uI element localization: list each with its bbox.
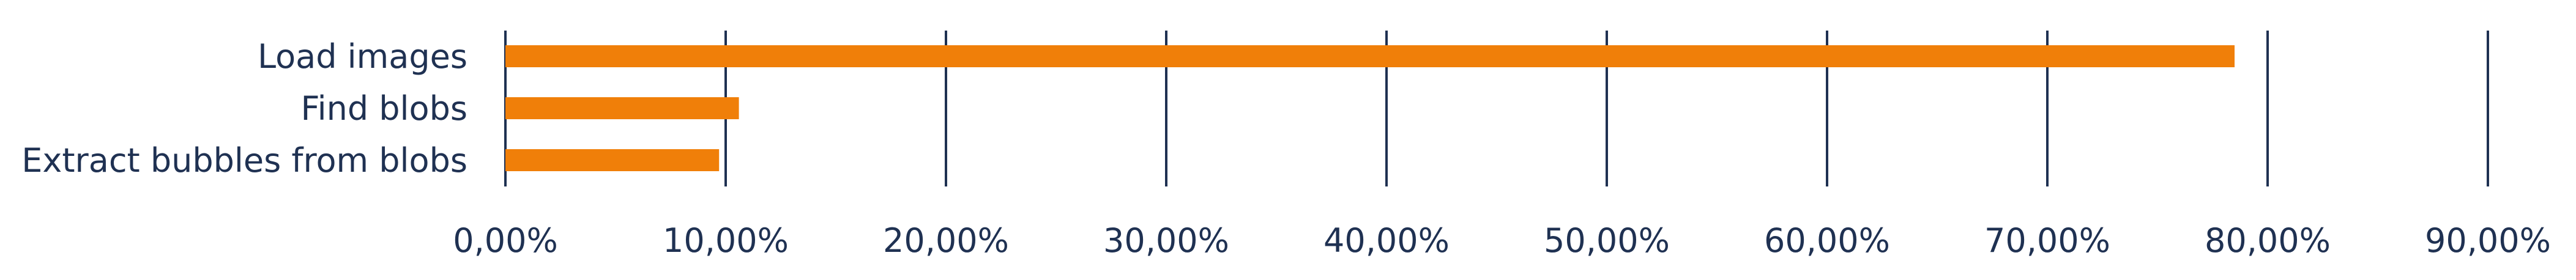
x-tick-label: 40,00% — [1323, 221, 1450, 260]
x-axis-tick-labels: 0,00% 10,00% 20,00% 30,00% 40,00% 50,00% 60,00… — [453, 221, 2551, 260]
bar-0 — [505, 45, 2235, 67]
category-label: Find blobs — [300, 89, 467, 128]
x-tick-label: 60,00% — [1764, 221, 1890, 260]
category-labels: Load images Find blobs Extract bubbles fro… — [21, 37, 467, 180]
x-tick-label: 30,00% — [1103, 221, 1229, 260]
x-tick-label: 10,00% — [663, 221, 789, 260]
bar-2 — [505, 149, 720, 171]
x-tick-label: 90,00% — [2425, 221, 2551, 260]
x-tick-label: 20,00% — [883, 221, 1009, 260]
x-tick-label: 70,00% — [1984, 221, 2110, 260]
x-tick-label: 50,00% — [1544, 221, 1670, 260]
bar-1 — [505, 97, 739, 119]
x-tick-label: 80,00% — [2205, 221, 2331, 260]
category-label: Extract bubbles from blobs — [21, 141, 467, 180]
category-label: Load images — [258, 37, 467, 76]
x-tick-label: 0,00% — [453, 221, 558, 260]
bars — [505, 45, 2235, 171]
